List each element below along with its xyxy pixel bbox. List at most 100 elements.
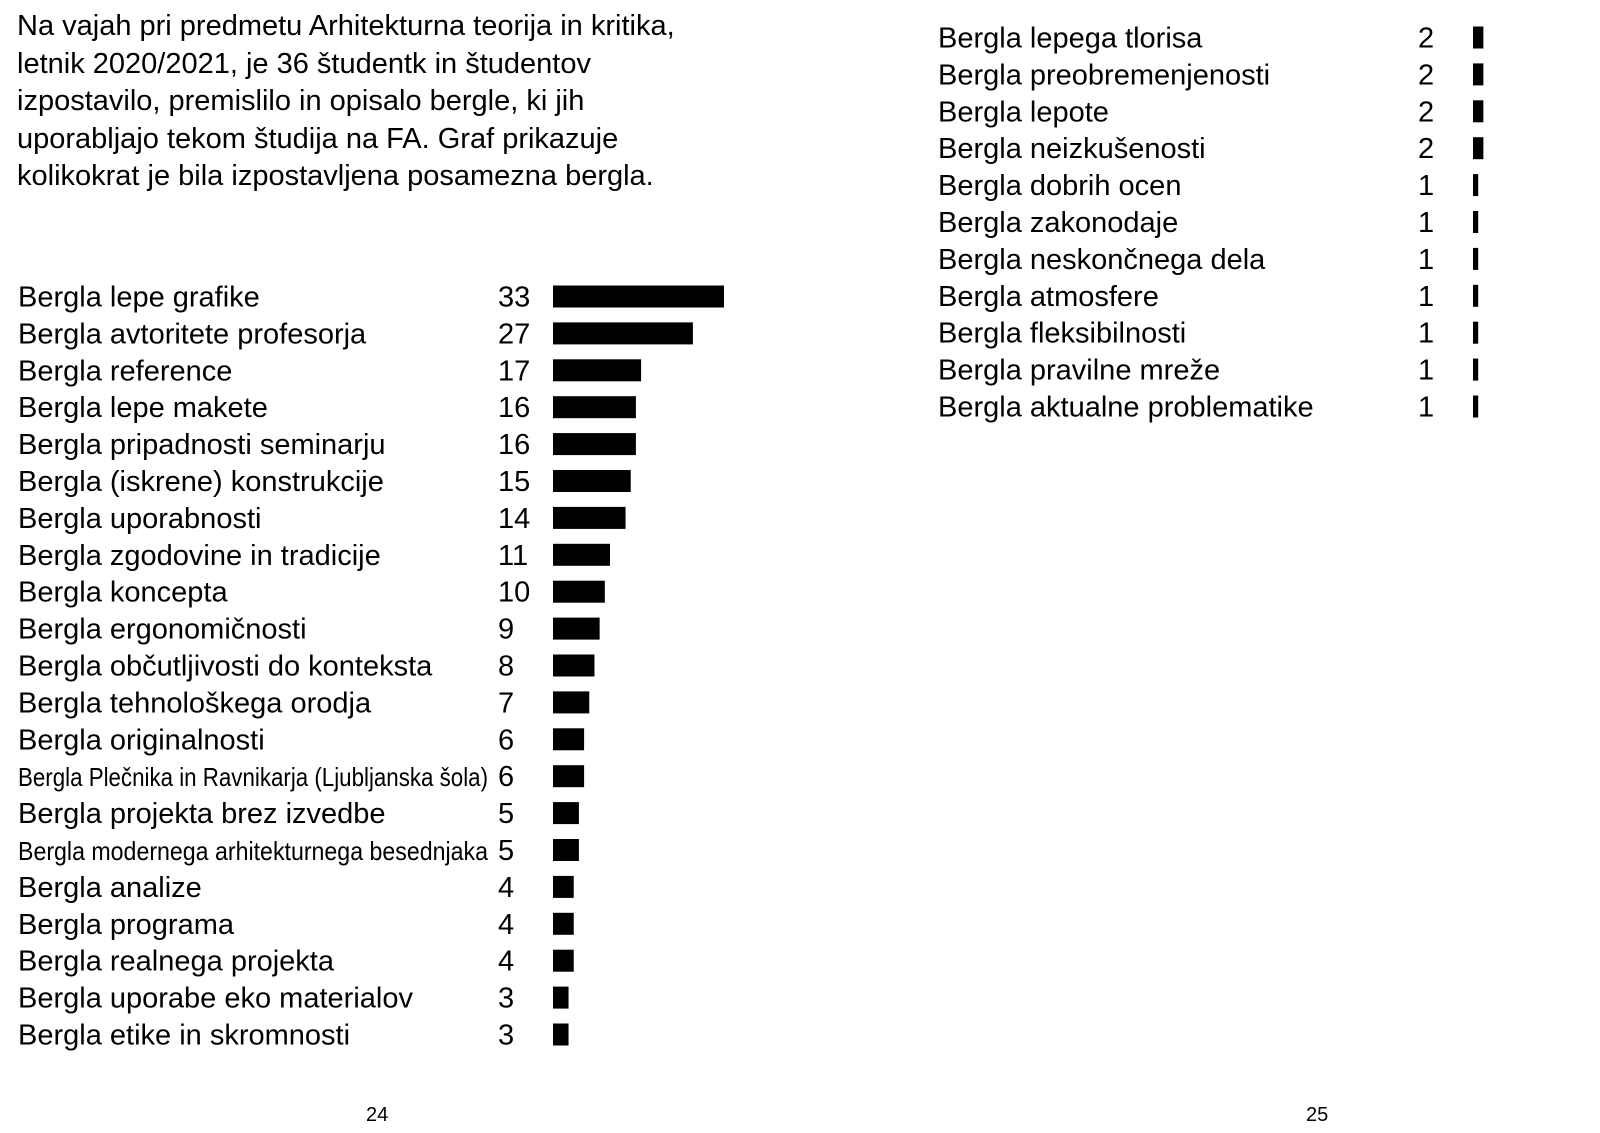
value-label: 1 [1418,244,1434,276]
category-label: Bergla etike in skromnosti [18,1020,350,1052]
bar [1473,321,1479,344]
category-label: Bergla pravilne mreže [938,355,1220,387]
category-label: Bergla aktualne problematike [938,392,1314,424]
category-label: Bergla fleksibilnosti [938,318,1186,350]
value-label: 6 [498,724,514,756]
category-label: Bergla občutljivosti do konteksta [18,651,433,683]
page-number-right: 25 [1306,1104,1329,1126]
value-label: 4 [498,946,514,978]
category-label: Bergla uporabe eko materialov [18,983,413,1015]
value-label: 7 [498,687,514,719]
value-label: 2 [1418,133,1434,165]
value-label: 3 [498,983,514,1015]
bar [553,543,610,566]
value-label: 16 [498,392,530,424]
value-label: 1 [1418,355,1434,387]
bar [553,285,724,308]
value-label: 27 [498,318,530,350]
bar [553,949,574,972]
bar [553,1023,569,1046]
bar [1473,211,1479,233]
value-label: 1 [1418,170,1434,202]
value-label: 10 [498,577,530,609]
value-label: 11 [498,540,528,572]
bar [553,802,579,825]
category-label: Bergla lepega tlorisa [938,23,1203,55]
bar-chart-right: Bergla lepega tlorisa 2 Bergla preobremenj… [938,23,1484,424]
bar [553,839,579,861]
value-label: 3 [498,1020,514,1052]
category-label: Bergla (iskrene) konstrukcije [18,466,384,498]
bar [1473,247,1479,270]
value-label: 5 [498,798,514,830]
bar [553,470,631,492]
value-label: 17 [498,355,530,387]
bar [553,728,585,751]
category-label: Bergla lepe makete [18,392,268,424]
bar [553,691,590,714]
bar [1473,395,1479,418]
value-label: 5 [498,835,514,867]
bar [553,322,693,345]
bar [1473,100,1484,123]
value-label: 8 [498,651,514,683]
category-label: Bergla Plečnika in Ravnikarja (Ljubljans… [18,762,488,792]
category-label: Bergla ergonomičnosti [18,614,307,646]
category-label: Bergla modernega arhitekturnega besednja… [18,836,488,866]
value-label: 14 [498,503,530,535]
value-label: 1 [1418,392,1434,424]
category-label: Bergla projekta brez izvedbe [18,798,386,830]
category-label: Bergla atmosfere [938,281,1159,313]
value-label: 1 [1418,207,1434,239]
bar [1473,63,1484,86]
bar [553,506,626,529]
value-label: 2 [1418,96,1434,128]
bar [1473,137,1484,160]
category-label: Bergla koncepta [18,577,228,609]
category-label: Bergla lepe grafike [18,282,260,314]
intro-text: Na vajah pri predmetu Arhitekturna teori… [17,10,675,192]
category-label: Bergla originalnosti [18,724,265,756]
page-number-left: 24 [366,1104,389,1126]
category-label: Bergla zakonodaje [938,207,1178,239]
bar [1473,174,1479,197]
value-label: 16 [498,429,530,461]
category-label: Bergla realnega projekta [18,946,335,978]
value-label: 15 [498,466,530,498]
bar [553,580,605,603]
bar [1473,358,1479,381]
category-label: Bergla analize [18,872,202,904]
value-label: 1 [1418,318,1434,350]
bar [553,359,642,382]
bar [553,617,600,640]
bar [553,986,569,1009]
category-label: Bergla neizkušenosti [938,133,1206,165]
value-label: 2 [1418,23,1434,55]
category-label: Bergla pripadnosti seminarju [18,429,386,461]
category-label: Bergla programa [18,909,235,941]
category-label: Bergla reference [18,355,232,387]
value-label: 9 [498,614,514,646]
value-label: 33 [498,282,530,314]
bar [1473,26,1484,49]
category-label: Bergla uporabnosti [18,503,261,535]
category-label: Bergla preobremenjenosti [938,59,1270,91]
value-label: 4 [498,909,514,941]
bar [553,912,574,935]
bar [553,654,595,677]
bar [553,396,636,419]
bar [553,433,636,456]
category-label: Bergla zgodovine in tradicije [18,540,381,572]
category-label: Bergla lepote [938,96,1109,128]
bar [553,765,585,788]
category-label: Bergla dobrih ocen [938,170,1181,202]
category-label: Bergla tehnološkega orodja [18,687,372,719]
value-label: 2 [1418,59,1434,91]
bar [1473,284,1479,307]
value-label: 1 [1418,281,1434,313]
category-label: Bergla neskončnega dela [938,244,1266,276]
bar [553,875,574,898]
value-label: 6 [498,761,514,793]
category-label: Bergla avtoritete profesorja [18,318,367,350]
